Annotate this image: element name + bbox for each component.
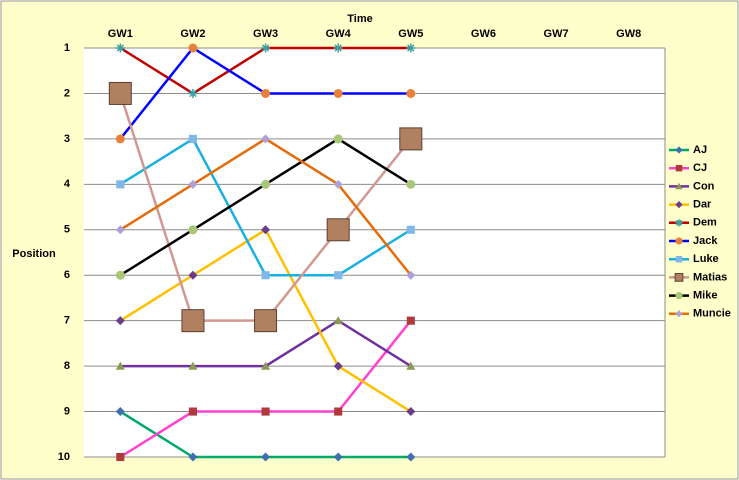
data-point [406,179,416,189]
data-point [188,88,198,98]
x-tick-label: GW5 [398,28,423,40]
x-tick-label: GW7 [544,28,569,40]
data-point [188,270,198,280]
data-point [333,88,343,98]
data-point [254,309,278,333]
legend-label: Dar [693,199,712,211]
data-point [333,452,343,462]
data-point [115,225,125,235]
data-point [333,179,343,189]
y-tick-label: 3 [64,133,70,145]
data-point [108,81,132,105]
x-tick-label: GW8 [616,28,641,40]
x-tick-label: GW1 [108,28,133,40]
data-point [334,271,343,280]
y-tick-label: 5 [64,224,70,236]
data-point [261,407,270,416]
data-point [188,225,198,235]
data-point [406,361,416,370]
data-point [261,179,271,189]
data-point [115,407,125,417]
legend-label: Dem [693,217,717,229]
data-point [261,225,271,235]
data-point [188,179,198,189]
data-point [188,452,198,462]
data-point [334,407,343,416]
data-point [333,134,343,144]
legend-marker [675,292,683,300]
data-point [188,43,198,53]
data-point [181,309,205,333]
legend-marker [674,273,684,282]
data-point [261,361,271,370]
y-tick-label: 1 [64,42,70,54]
data-point [326,218,350,242]
legend-marker [675,146,683,154]
data-point [406,43,416,53]
data-point [115,134,125,144]
data-point [333,43,343,53]
legend-marker [675,201,683,209]
data-point [406,270,416,280]
data-point [261,271,270,280]
y-tick-label: 10 [58,451,70,463]
x-tick-label: GW3 [253,28,278,40]
y-tick-label: 7 [64,315,70,327]
y-tick-label: 8 [64,360,70,372]
y-axis-title: Position [12,248,56,260]
data-point [188,361,198,370]
data-point [116,452,125,462]
legend-label: CJ [693,162,707,174]
data-point [406,88,416,98]
data-point [115,361,125,370]
data-point [115,316,125,326]
legend-marker [675,182,683,190]
legend-label: Con [693,180,715,192]
x-tick-label: GW2 [180,28,205,40]
legend-label: Muncie [693,308,731,320]
data-point [399,127,423,151]
data-point [333,361,343,371]
data-point [406,452,416,462]
y-tick-label: 9 [64,405,70,417]
legend-label: Jack [693,235,718,247]
data-point [333,316,343,325]
x-tick-label: GW6 [471,28,496,40]
legend-marker [675,219,683,227]
data-point [406,407,416,417]
legend-marker [675,310,683,318]
legend-marker [675,164,683,172]
legend-marker [675,255,683,263]
data-point [406,316,415,325]
data-point [261,88,271,98]
data-point [115,270,125,280]
y-tick-label: 4 [64,178,71,190]
legend-label: Matias [693,271,727,283]
legend-marker [675,237,683,245]
data-point [406,225,415,234]
legend-label: AJ [693,144,707,156]
data-point [116,180,125,189]
y-tick-label: 2 [64,87,70,99]
x-axis-title: Time [347,13,372,25]
data-point [261,43,271,53]
data-point [115,43,125,53]
legend-label: Luke [693,253,719,265]
data-point [188,134,197,143]
data-point [261,452,271,462]
y-tick-label: 6 [64,269,70,281]
x-tick-label: GW4 [326,28,352,40]
data-point [188,407,197,416]
data-point [261,134,271,144]
legend-label: Mike [693,290,717,302]
